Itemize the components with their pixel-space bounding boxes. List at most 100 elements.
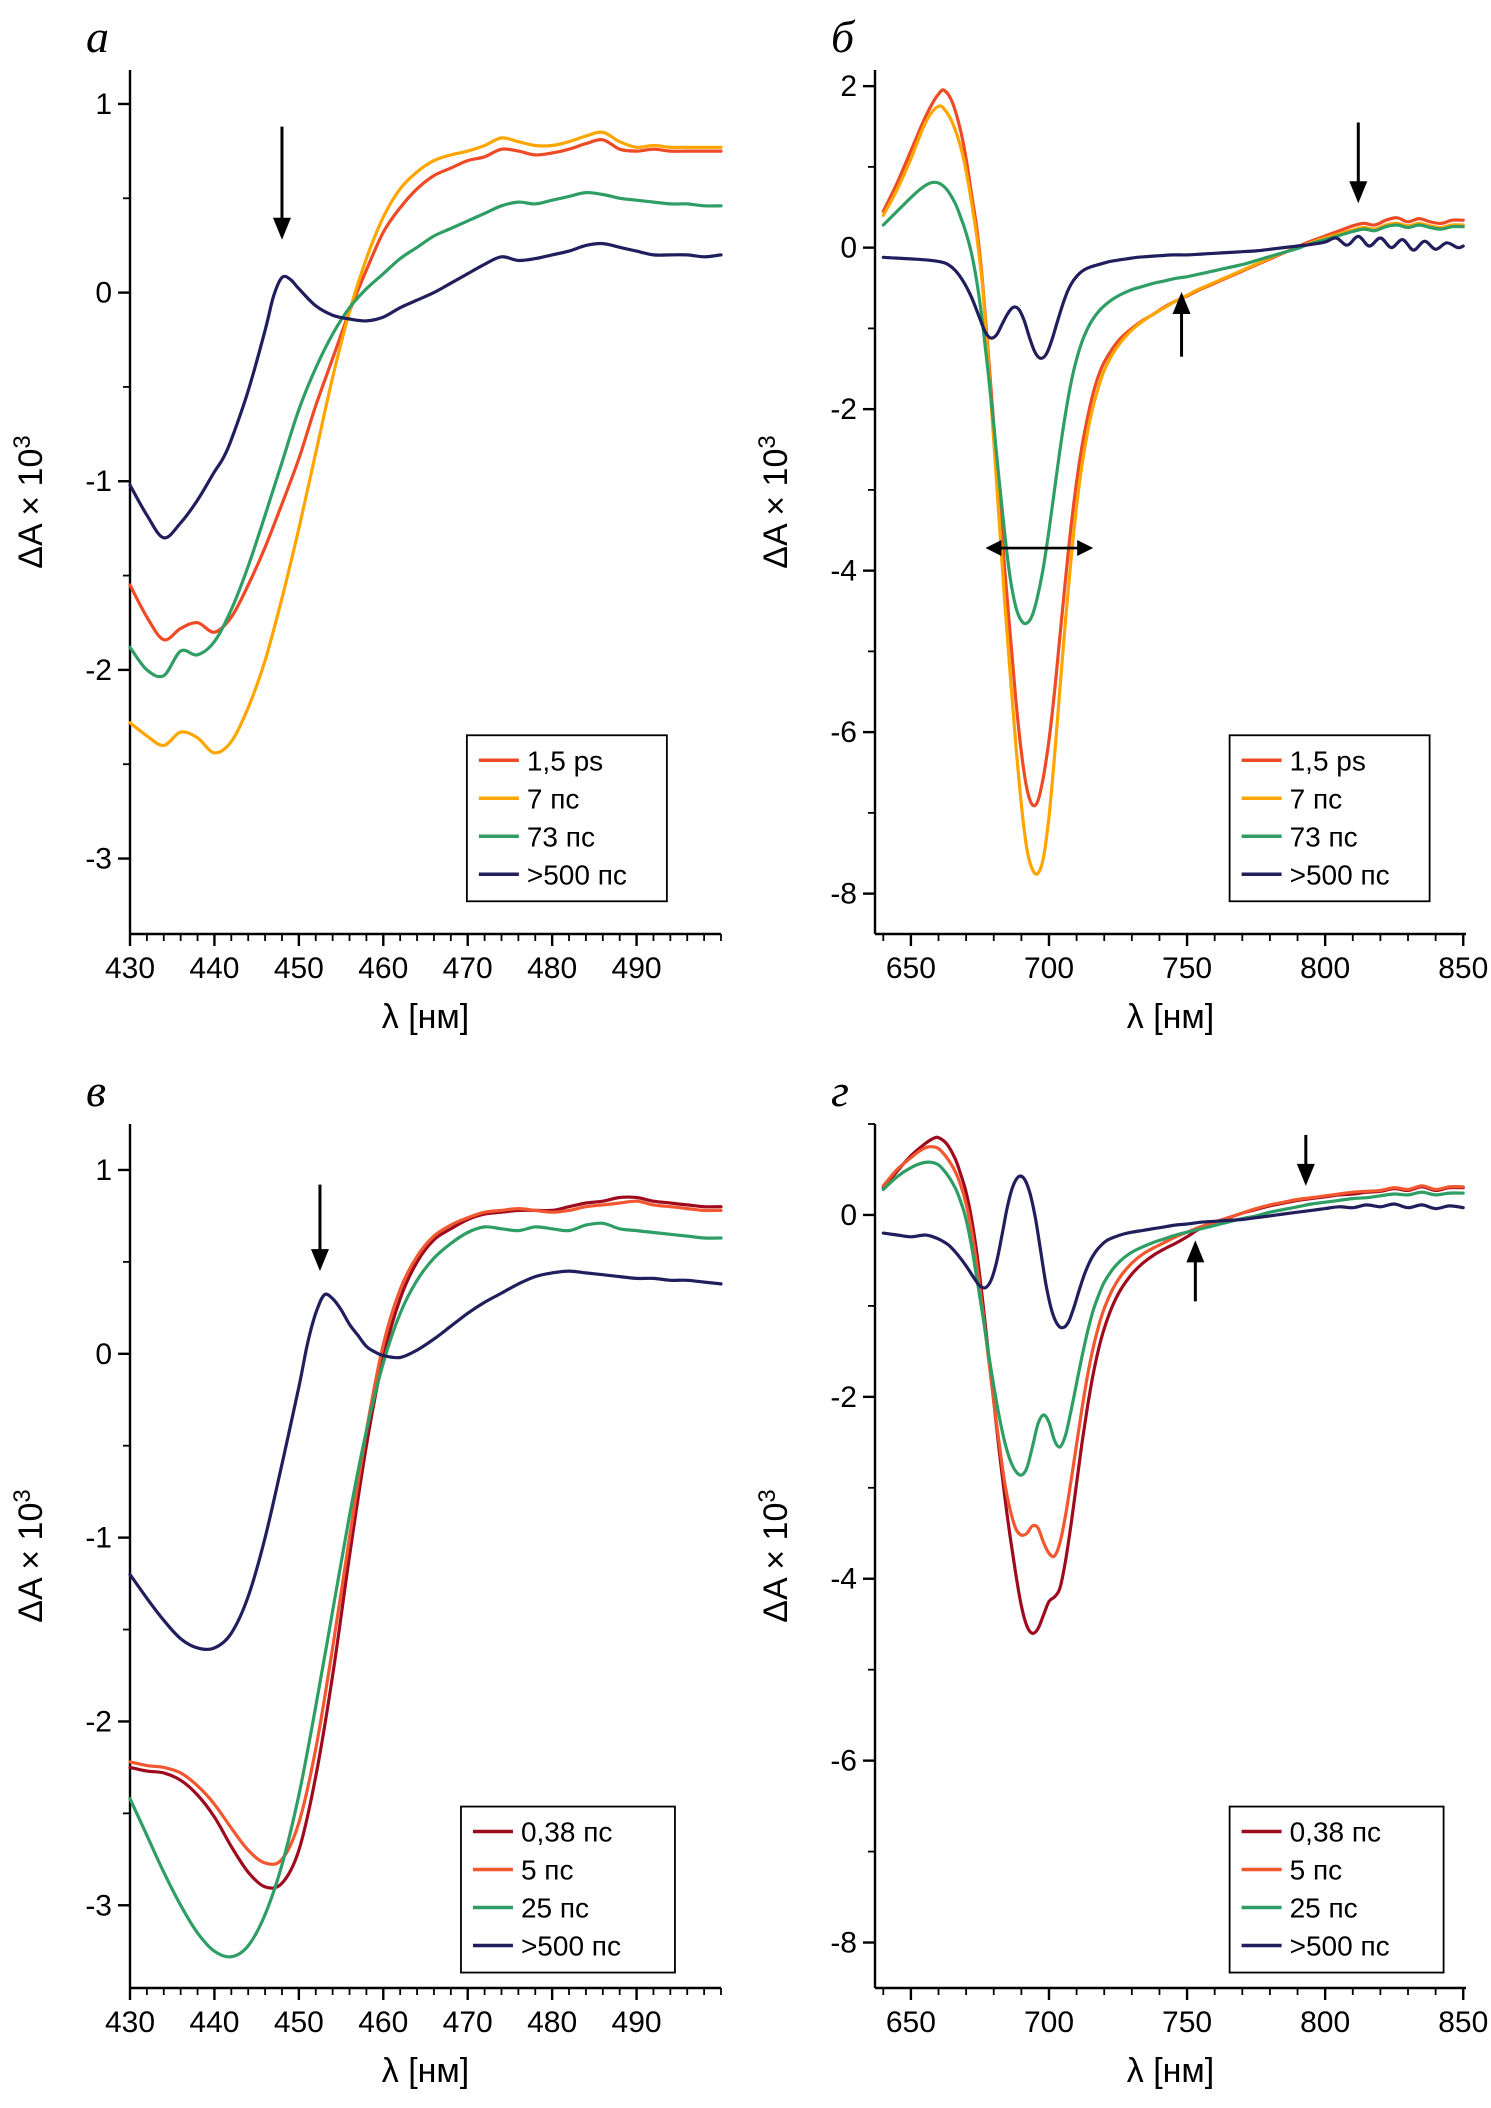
legend-label: 25 пс (1290, 1893, 1358, 1924)
panel-a-chart-mount: 430 440 450 460 470 480 490 1 0 -1 -2 -3 λ [нм] ΔA × … (0, 0, 745, 1054)
panel-v: 430 440 450 460 470 480 490 1 0 -1 -2 -3 λ [нм] ΔA × … (0, 1054, 745, 2108)
annotation-up-arrow (1186, 1240, 1205, 1302)
y-tick-label: -8 (830, 878, 857, 911)
legend-label: 1,5 ps (527, 745, 603, 776)
y-tick-label: -4 (830, 555, 857, 588)
legend-label: >500 пс (1290, 859, 1390, 890)
axes (863, 1123, 1466, 2000)
x-tick-label: 850 (1438, 952, 1488, 985)
panel-b-chart-mount: 650 700 750 800 850 2 0 -2 -4 -6 -8 λ [нм] ΔA × 103 1… (745, 0, 1491, 1054)
legend-label: 5 пс (1290, 1855, 1343, 1886)
panel-letter: г (831, 1065, 849, 1116)
annotation-hspan-arrow (985, 540, 1094, 557)
y-axis-title: ΔA × 103 (754, 1489, 795, 1622)
annotation-down-arrow (310, 1184, 329, 1272)
y-axis-title: ΔA × 103 (9, 435, 50, 568)
series-g-5-пс (881, 1145, 1465, 1559)
x-axis-title: λ [нм] (1127, 998, 1215, 1036)
legend-label: 7 пс (527, 783, 580, 814)
x-axis-title: λ [нм] (382, 2052, 470, 2090)
y-tick-label: 1 (95, 88, 112, 121)
legend-label: 0,38 пс (521, 1817, 612, 1848)
panel-letter: б (831, 11, 856, 62)
x-tick-label: 850 (1438, 2006, 1488, 2039)
x-tick-label: 490 (612, 2006, 662, 2039)
x-tick-label: 700 (1024, 952, 1074, 985)
series-a-73-пс (128, 190, 723, 679)
y-tick-label: 1 (95, 1154, 112, 1187)
panel-a-chart: 430 440 450 460 470 480 490 1 0 -1 -2 -3 λ [нм] ΔA × … (9, 11, 723, 1036)
legend: 0,38 пс 5 пс 25 пс >500 пс (460, 1805, 676, 1974)
x-tick-label: 650 (886, 2006, 936, 2039)
y-tick-label: -6 (830, 716, 857, 749)
x-tick-label: 440 (189, 2006, 239, 2039)
panel-b: 650 700 750 800 850 2 0 -2 -4 -6 -8 λ [нм] ΔA × 103 1… (745, 0, 1491, 1054)
x-axis-title: λ [нм] (1127, 2052, 1215, 2090)
y-tick-label: -2 (830, 1381, 857, 1414)
axes (118, 1124, 722, 2000)
series-v-25-пс (128, 1221, 723, 1959)
legend: 0,38 пс 5 пс 25 пс >500 пс (1228, 1805, 1445, 1974)
panel-g: 650 700 750 800 850 0 -2 -4 -6 -8 λ [нм] ΔA × 103 0,… (745, 1054, 1491, 2108)
y-axis-title: ΔA × 103 (754, 435, 795, 568)
x-tick-label: 430 (105, 952, 155, 985)
x-tick-label: 750 (1162, 2006, 1212, 2039)
x-tick-label: 490 (612, 952, 662, 985)
series-g-0-38-пс (881, 1135, 1465, 1635)
legend-label: 1,5 ps (1290, 745, 1366, 776)
y-tick-label: -1 (85, 1522, 112, 1555)
y-tick-label: -1 (85, 465, 112, 498)
series-v-500-пс (128, 1269, 723, 1651)
legend-label: >500 пс (1290, 1931, 1390, 1962)
panel-g-chart: 650 700 750 800 850 0 -2 -4 -6 -8 λ [нм] ΔA × 103 0,… (754, 1065, 1488, 2090)
axes (863, 70, 1466, 946)
series-b-500-пс (881, 234, 1465, 360)
legend-label: 73 пс (1290, 821, 1358, 852)
legend-label: 25 пс (521, 1893, 589, 1924)
legend-label: 7 пс (1290, 783, 1343, 814)
x-tick-label: 800 (1300, 952, 1350, 985)
annotation-down-arrow (272, 126, 291, 240)
y-tick-label: 2 (840, 70, 857, 103)
x-tick-label: 450 (274, 952, 324, 985)
legend-label: 5 пс (521, 1855, 574, 1886)
panel-letter: а (86, 11, 109, 62)
y-tick-label: 0 (840, 1199, 857, 1232)
legend: 1,5 ps 7 пс 73 пс >500 пс (1228, 734, 1431, 903)
x-tick-label: 480 (527, 952, 577, 985)
y-tick-label: -4 (830, 1563, 857, 1596)
annotation-down-arrow (1296, 1134, 1315, 1186)
axes (118, 70, 722, 946)
annotation-up-arrow (1172, 292, 1191, 357)
x-tick-label: 440 (189, 952, 239, 985)
y-tick-label: -6 (830, 1745, 857, 1778)
x-tick-label: 480 (527, 2006, 577, 2039)
legend-label: 73 пс (527, 821, 595, 852)
annotation-down-arrow (1349, 122, 1368, 204)
x-tick-label: 650 (886, 952, 936, 985)
x-tick-label: 750 (1162, 952, 1212, 985)
panel-a: 430 440 450 460 470 480 490 1 0 -1 -2 -3 λ [нм] ΔA × … (0, 0, 745, 1054)
series-b-73-пс (881, 180, 1465, 626)
series-v-0-38-пс (128, 1195, 723, 1890)
panel-v-chart-mount: 430 440 450 460 470 480 490 1 0 -1 -2 -3 λ [нм] ΔA × … (0, 1054, 745, 2108)
y-tick-label: 0 (840, 232, 857, 265)
legend-label: >500 пс (521, 1931, 621, 1962)
panel-g-chart-mount: 650 700 750 800 850 0 -2 -4 -6 -8 λ [нм] ΔA × 103 0,… (745, 1054, 1491, 2108)
x-axis-title: λ [нм] (382, 998, 470, 1036)
legend-label: 0,38 пс (1290, 1817, 1381, 1848)
panel-letter: в (86, 1065, 106, 1116)
legend: 1,5 ps 7 пс 73 пс >500 пс (465, 734, 668, 903)
x-tick-label: 470 (443, 952, 493, 985)
x-tick-label: 470 (443, 2006, 493, 2039)
panel-v-chart: 430 440 450 460 470 480 490 1 0 -1 -2 -3 λ [нм] ΔA × … (9, 1065, 723, 2090)
series-g-25-пс (881, 1160, 1465, 1477)
x-tick-label: 700 (1024, 2006, 1074, 2039)
series-a-1-5-ps (128, 138, 723, 642)
y-tick-label: 0 (95, 1338, 112, 1371)
y-axis-title: ΔA × 103 (9, 1489, 50, 1622)
x-tick-label: 800 (1300, 2006, 1350, 2039)
y-tick-label: -3 (85, 843, 112, 876)
series-a-500-пс (128, 241, 723, 540)
y-tick-label: 0 (95, 277, 112, 310)
